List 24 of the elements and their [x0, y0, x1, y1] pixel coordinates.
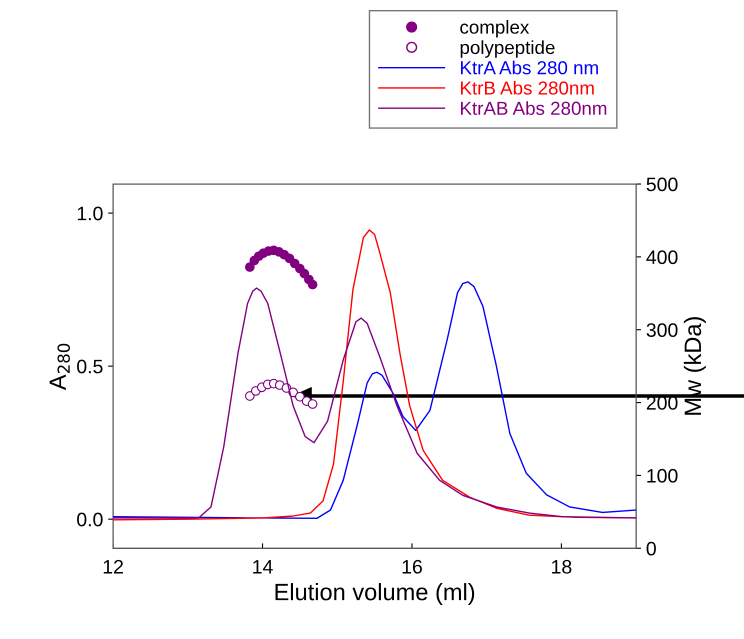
- point: [295, 392, 305, 402]
- legend-label: polypeptide: [460, 40, 555, 58]
- y-tick-label: 0.5: [77, 360, 103, 374]
- y2-tick-label: 400: [646, 250, 678, 264]
- x-tick-label: 14: [253, 560, 273, 574]
- y2-axis-title: Mw (kDa): [684, 317, 706, 415]
- y2-tick-label: 500: [646, 178, 678, 192]
- y-tick-label: 1.0: [78, 206, 103, 220]
- y-axis-title: A$_{280}$: [50, 344, 70, 390]
- point: [244, 262, 255, 272]
- y2-tick-label: 100: [647, 468, 678, 483]
- legend-label: complex: [460, 20, 530, 38]
- x-tick-label: 18: [552, 560, 572, 574]
- y-tick-label: 0.0: [77, 512, 103, 526]
- point: [308, 399, 318, 409]
- x-tick-label: 16: [402, 560, 422, 574]
- x-tick-label: 12: [104, 560, 123, 574]
- legend-label: KtrAB Abs 280nm: [461, 101, 606, 115]
- x-axis-title: Elution volume (ml): [276, 583, 474, 606]
- legend-label: KtrB Abs 280nm: [461, 80, 594, 95]
- point: [308, 280, 318, 290]
- y2-tick-label: 0: [646, 542, 656, 556]
- legend-label: KtrA Abs 280 nm: [461, 60, 598, 74]
- y2-tick-label: 300: [646, 323, 678, 337]
